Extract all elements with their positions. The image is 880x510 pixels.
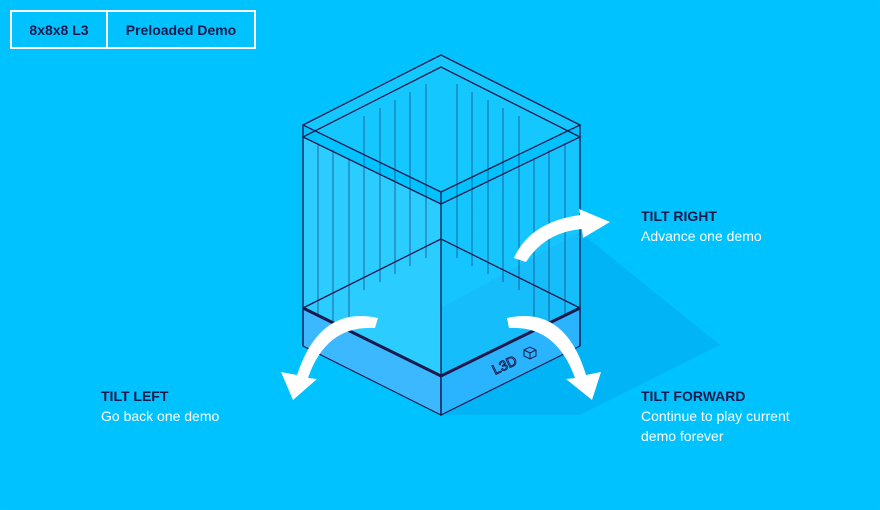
cube-outline: [301, 54, 582, 415]
tilt-forward-label: TILT FORWARD Continue to play current de…: [641, 386, 790, 446]
tab-model[interactable]: 8x8x8 L3: [12, 12, 108, 47]
tilt-forward-desc-line1: Continue to play current: [641, 408, 790, 424]
led-columns: [317, 84, 566, 331]
tilt-left-desc: Go back one demo: [101, 408, 220, 424]
tilt-left-title: TILT LEFT: [101, 388, 169, 404]
tilt-right-desc: Advance one demo: [641, 228, 762, 244]
tilt-right-title: TILT RIGHT: [641, 208, 717, 224]
logo-cube-icon: [523, 346, 537, 360]
header-tabs: 8x8x8 L3 Preloaded Demo: [10, 10, 256, 49]
tilt-forward-desc-line2: demo forever: [641, 428, 724, 444]
tilt-right-label: TILT RIGHT Advance one demo: [641, 206, 762, 246]
tilt-left-label: TILT LEFT Go back one demo: [101, 386, 219, 426]
cube-left-face: [303, 137, 441, 376]
tilt-forward-arrow: [507, 315, 601, 400]
tilt-forward-title: TILT FORWARD: [641, 388, 746, 404]
tab-preloaded-demo[interactable]: Preloaded Demo: [125, 21, 237, 38]
tilt-right-arrow: [514, 209, 610, 262]
cube-right-face: [441, 137, 580, 376]
tilt-left-arrow: [281, 315, 378, 400]
